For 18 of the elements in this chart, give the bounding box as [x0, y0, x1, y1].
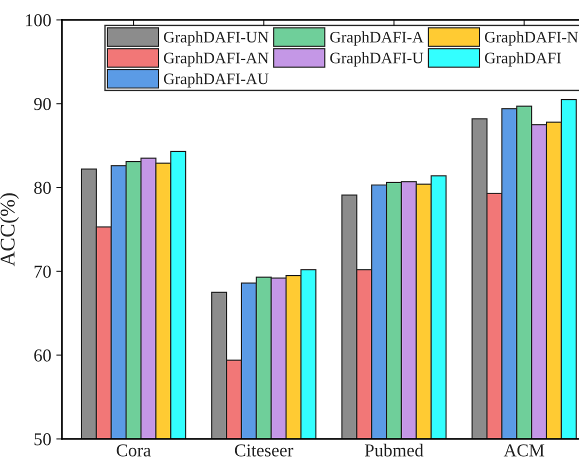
- y-tick-label: 70: [34, 266, 51, 278]
- y-tick-label: 50: [34, 433, 51, 446]
- legend-label: GraphDAFI: [484, 52, 561, 67]
- x-tick-label: Cora: [116, 444, 151, 456]
- legend-label: GraphDAFI-AN: [164, 52, 269, 67]
- legend-label: GraphDAFI-UN: [164, 31, 269, 46]
- legend-label: GraphDAFI-AU: [164, 73, 269, 88]
- legend-label: GraphDAFI-N: [484, 31, 578, 46]
- x-tick-label: Citeseer: [234, 444, 294, 456]
- y-tick-label: 80: [34, 182, 51, 194]
- y-tick-label: 60: [34, 349, 51, 362]
- x-tick-label: ACM: [504, 444, 544, 456]
- legend-label: GraphDAFI-A: [330, 31, 424, 46]
- x-tick-label: Pubmed: [364, 444, 424, 456]
- y-axis-title: ACC(%): [0, 193, 19, 266]
- y-tick-label: 90: [34, 98, 51, 110]
- y-tick-label: 100: [26, 14, 51, 26]
- legend-label: GraphDAFI-U: [330, 52, 424, 67]
